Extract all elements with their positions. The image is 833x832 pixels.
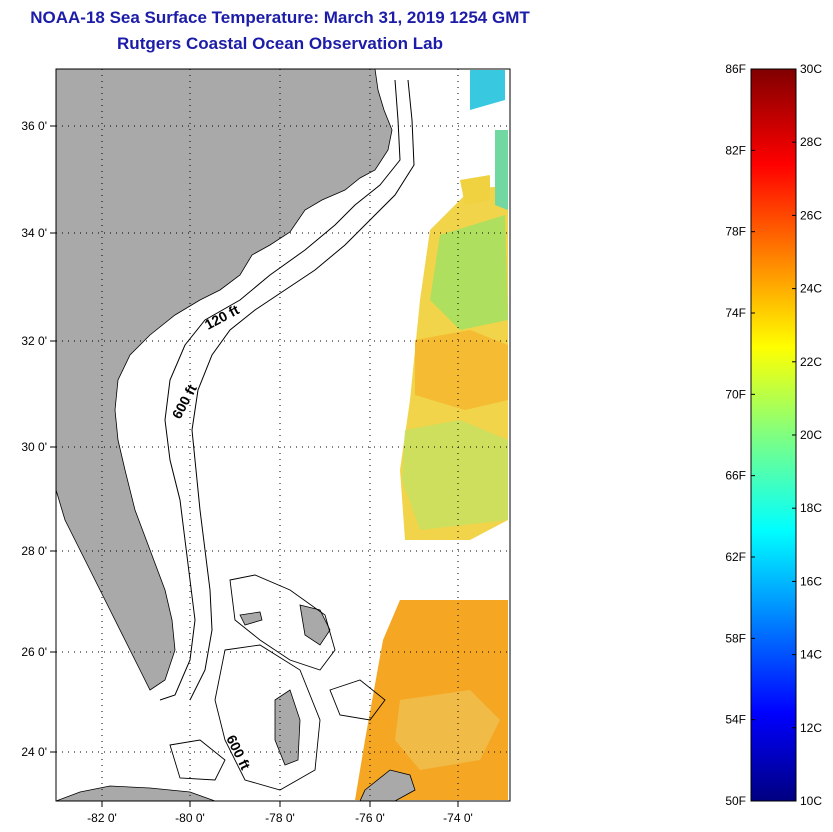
map-title: NOAA-18 Sea Surface Temperature: March 3…	[30, 8, 530, 27]
contour-bahamas	[169, 574, 386, 791]
contour-600ft	[189, 79, 415, 701]
colorbar-f-label: 66F	[725, 469, 746, 483]
sst-swath	[355, 70, 508, 800]
colorbar-celsius-ticks: 30C 28C 26C 24C 22C 20C 18C 16C 14C 12C 10C	[792, 62, 822, 808]
lon-label-74: -74 0'	[443, 811, 473, 825]
land-cuba	[56, 785, 216, 801]
colorbar	[750, 68, 797, 802]
lat-label-32: 32 0'	[21, 334, 47, 348]
colorbar-f-label: 82F	[725, 143, 746, 157]
colorbar-c-label: 18C	[800, 501, 822, 515]
lat-label-24: 24 0'	[21, 745, 47, 759]
land-bahamas	[239, 604, 416, 801]
colorbar-c-label: 26C	[800, 208, 822, 222]
lon-label-78: -78 0'	[265, 811, 295, 825]
lat-axis	[50, 125, 56, 753]
colorbar-fahrenheit-ticks: 86F 82F 78F 74F 70F 66F 62F 58F 54F 50F	[725, 62, 755, 808]
lat-label-36: 36 0'	[21, 119, 47, 133]
colorbar-f-label: 74F	[725, 306, 746, 320]
colorbar-c-label: 16C	[800, 574, 822, 588]
colorbar-f-label: 54F	[725, 713, 746, 727]
map-subtitle: Rutgers Coastal Ocean Observation Lab	[117, 34, 443, 53]
colorbar-c-label: 24C	[800, 282, 822, 296]
colorbar-f-label: 78F	[725, 225, 746, 239]
land-mainland	[56, 69, 393, 691]
colorbar-f-label: 70F	[725, 387, 746, 401]
lon-label-76: -76 0'	[355, 811, 385, 825]
colorbar-f-label: 58F	[725, 631, 746, 645]
lat-label-30: 30 0'	[21, 440, 47, 454]
lon-label-80: -80 0'	[175, 811, 205, 825]
colorbar-f-label: 62F	[725, 550, 746, 564]
graticule	[56, 69, 510, 801]
colorbar-c-label: 10C	[800, 794, 822, 808]
colorbar-c-label: 30C	[800, 62, 822, 76]
contour-120ft	[159, 79, 401, 701]
colorbar-c-label: 20C	[800, 428, 822, 442]
colorbar-c-label: 22C	[800, 355, 822, 369]
lat-label-26: 26 0'	[21, 645, 47, 659]
lat-label-34: 34 0'	[21, 226, 47, 240]
colorbar-c-label: 28C	[800, 135, 822, 149]
colorbar-f-label: 86F	[725, 62, 746, 76]
colorbar-c-label: 12C	[800, 721, 822, 735]
colorbar-c-label: 14C	[800, 648, 822, 662]
lon-label-82: -82 0'	[87, 811, 117, 825]
lon-axis	[101, 801, 459, 807]
lat-label-28: 28 0'	[21, 544, 47, 558]
map-border	[55, 68, 511, 802]
colorbar-f-label: 50F	[725, 794, 746, 808]
